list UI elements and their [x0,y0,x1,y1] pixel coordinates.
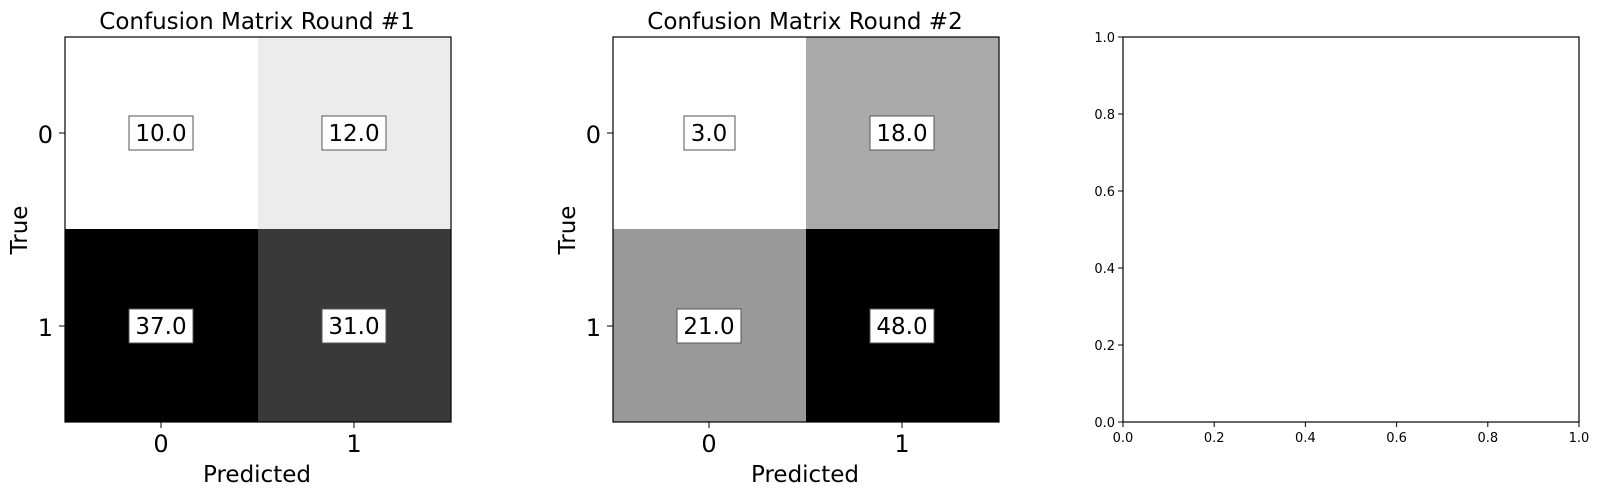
empty-axes-ytick-label: 1.0 [1094,31,1115,46]
cm2-ylabel: True [555,206,581,256]
cm1-label-1-1: 31.0 [328,314,379,340]
cm2-cells [613,37,999,422]
empty-axes-xtick-label: 0.4 [1295,431,1316,446]
empty-axes-xtick-label: 0.6 [1386,431,1407,446]
empty-axes-ticks: 0.0 0.2 0.4 0.6 0.8 1.0 0.0 0.2 0.4 0.6 0.8 1.0 [1094,31,1589,446]
empty-axes-xtick-label: 0.2 [1204,431,1225,446]
cm1-label-box-0-1 [321,115,387,151]
empty-axes-xtick-label: 1.0 [1569,431,1590,446]
cm-panel-2: Confusion Matrix Round #2 3.0 18.0 21.0 … [555,9,1000,488]
cm1-label-box-0-0 [128,115,194,151]
cm1-ytick-0: 0 [38,121,53,149]
cm2-label-box-1-0 [676,308,742,344]
empty-axes-xtick-label: 0.8 [1477,431,1498,446]
cm1-value-labels: 10.0 12.0 37.0 31.0 [128,115,387,344]
cm2-xlabel: Predicted [751,462,859,488]
cm2-xtick-1: 1 [894,430,909,458]
cm2-label-1-1: 48.0 [876,314,927,340]
cm1-ytick-1: 1 [38,314,53,342]
empty-axes-ytick-label: 0.4 [1094,262,1115,277]
cm2-label-1-0: 21.0 [683,314,734,340]
cm2-label-box-0-0 [683,115,736,151]
cm2-label-0-1: 18.0 [876,121,927,147]
cm2-ytick-0: 0 [586,121,601,149]
empty-axes-ytick-label: 0.0 [1094,416,1115,431]
cm1-cells [65,37,451,422]
cm2-value-labels: 3.0 18.0 21.0 48.0 [676,115,935,344]
cm1-ticks [59,132,355,428]
cm1-label-box-1-0 [128,308,194,344]
empty-axes-ytick-label: 0.8 [1094,108,1115,123]
cm1-label-box-1-1 [321,308,387,344]
cm2-frame [612,36,1000,423]
cm2-ytick-1: 1 [586,314,601,342]
cm2-label-box-0-1 [869,115,935,151]
cm2-title: Confusion Matrix Round #2 [647,9,962,35]
cm1-xlabel: Predicted [203,462,311,488]
cm2-label-box-1-1 [869,308,935,344]
cm1-xtick-1: 1 [346,430,361,458]
cm1-xtick-0: 0 [153,430,168,458]
cm1-label-0-0: 10.0 [135,121,186,147]
cm1-title: Confusion Matrix Round #1 [99,9,414,35]
cm1-ylabel: True [7,206,33,256]
cm1-frame [64,36,452,423]
cm2-ticks [607,132,903,428]
cm1-label-0-1: 12.0 [328,121,379,147]
cm2-xtick-0: 0 [701,430,716,458]
cm-panel-1: Confusion Matrix Round #1 10.0 12.0 37.0… [7,9,452,488]
empty-axes-frame [1122,36,1580,423]
empty-axes-xtick-label: 0.0 [1113,431,1134,446]
empty-axes-ytick-label: 0.6 [1094,185,1115,200]
cm2-label-0-0: 3.0 [691,121,728,147]
cm1-label-1-0: 37.0 [135,314,186,340]
empty-axes-panel: 0.0 0.2 0.4 0.6 0.8 1.0 0.0 0.2 0.4 0.6 0.8 1.0 [1094,31,1589,446]
empty-axes-ytick-label: 0.2 [1094,339,1115,354]
